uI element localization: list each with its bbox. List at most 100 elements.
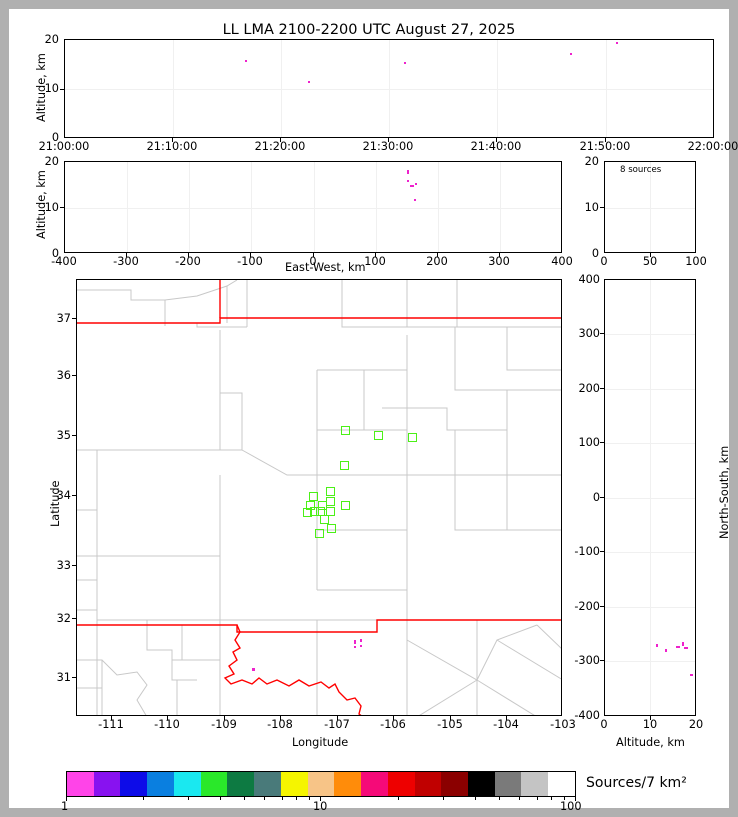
panel-east-west[interactable] — [64, 161, 562, 253]
y-tickmark — [600, 442, 604, 443]
y-tickmark — [72, 565, 76, 566]
gridline — [314, 162, 315, 252]
x-tickmark — [650, 253, 651, 257]
colorbar-segment-14 — [441, 772, 469, 796]
y-tick-label: 33 — [56, 559, 71, 572]
gridline — [605, 552, 695, 553]
source-density-marker — [327, 524, 336, 533]
x-tick-label: -104 — [493, 718, 519, 731]
source-point — [252, 668, 255, 671]
gridline — [605, 443, 695, 444]
colorbar-minor-tickmark — [499, 797, 501, 800]
y-tick-label: 100 — [578, 436, 600, 449]
gridline — [605, 208, 695, 209]
panel-north-south[interactable] — [604, 279, 696, 716]
source-point — [414, 199, 416, 201]
source-point — [354, 646, 356, 648]
x-tickmark — [450, 716, 451, 720]
colorbar-tick-label: 100 — [560, 800, 582, 813]
colorbar-segment-11 — [361, 772, 388, 796]
panel-time-height[interactable] — [64, 39, 714, 138]
x-tick-label: 20 — [688, 718, 704, 731]
y-tickmark — [600, 497, 604, 498]
y-tick-label: 0 — [592, 491, 600, 504]
colorbar-minor-tickmark — [536, 797, 538, 800]
x-tick-label: -103 — [550, 718, 576, 731]
colorbar-segment-16 — [494, 772, 522, 796]
colorbar-minor-tickmark — [281, 797, 283, 800]
colorbar-minor-tickmark — [474, 797, 476, 800]
colorbar-tickmark — [320, 797, 321, 801]
gridline — [65, 208, 561, 209]
x-tickmark — [388, 138, 389, 142]
source-point — [415, 183, 417, 185]
source-point — [245, 60, 247, 62]
source-point — [656, 644, 658, 647]
gridline — [606, 40, 607, 137]
y-tick-label: 35 — [56, 429, 71, 442]
y-tick-label: 400 — [578, 273, 600, 286]
y-tick-label: 0 — [591, 247, 599, 260]
y-tickmark — [600, 606, 604, 607]
panel-east-west-xlabel: East-West, km — [285, 261, 366, 274]
x-tick-label: 22:00:00 — [687, 140, 738, 153]
source-point — [407, 180, 409, 182]
colorbar[interactable] — [66, 771, 576, 797]
colorbar-segment-7 — [254, 772, 281, 796]
colorbar-segment-15 — [468, 772, 495, 796]
colorbar-segment-6 — [227, 772, 255, 796]
colorbar-segment-0 — [67, 772, 94, 796]
y-tickmark — [72, 495, 76, 496]
source-density-marker — [303, 508, 312, 517]
gridline — [500, 162, 501, 252]
source-point — [682, 642, 684, 646]
x-tickmark — [224, 716, 225, 720]
source-density-marker — [309, 492, 318, 501]
x-tick-label: 100 — [685, 255, 707, 268]
gridline — [281, 40, 282, 137]
y-tickmark — [72, 677, 76, 678]
colorbar-tick-label: 10 — [313, 800, 328, 813]
x-tick-label: -300 — [113, 255, 139, 268]
x-tickmark — [337, 716, 338, 720]
source-density-marker — [320, 515, 329, 524]
x-tick-label: -106 — [380, 718, 406, 731]
y-tick-label: 20 — [44, 155, 59, 168]
y-tick-label: 20 — [44, 33, 59, 46]
source-point — [616, 42, 618, 44]
y-tick-label: 300 — [578, 327, 600, 340]
colorbar-tick-label: 1 — [61, 800, 69, 813]
panel-map[interactable] — [76, 279, 562, 716]
map-geography — [77, 280, 561, 715]
source-point — [676, 646, 680, 648]
colorbar-segment-12 — [387, 772, 415, 796]
colorbar-segment-1 — [93, 772, 121, 796]
colorbar-minor-tickmark — [551, 797, 553, 800]
y-tick-label: 37 — [56, 312, 71, 325]
colorbar-tickmark — [66, 797, 67, 801]
x-tick-label: 10 — [642, 718, 658, 731]
y-tick-label: 31 — [56, 671, 71, 684]
colorbar-minor-tickmark — [219, 797, 221, 800]
x-tick-label: -111 — [98, 718, 124, 731]
colorbar-segment-17 — [521, 772, 549, 796]
colorbar-segment-8 — [280, 772, 308, 796]
source-density-marker — [340, 461, 349, 470]
colorbar-tickmark — [575, 797, 576, 801]
x-tick-label: 400 — [551, 255, 573, 268]
x-tick-label: 21:10:00 — [146, 140, 198, 153]
y-tick-label: 32 — [56, 612, 71, 625]
x-tickmark — [280, 138, 281, 142]
source-density-marker — [326, 507, 335, 516]
x-tickmark — [499, 253, 500, 257]
gridline — [605, 607, 695, 608]
source-point — [684, 647, 688, 649]
colorbar-minor-tickmark — [442, 797, 444, 800]
y-tick-label: -100 — [574, 545, 600, 558]
source-point — [690, 674, 693, 676]
panel-altitude-histogram[interactable] — [604, 161, 696, 253]
x-tickmark — [250, 253, 251, 257]
gridline — [127, 162, 128, 252]
x-tick-label: -107 — [324, 718, 350, 731]
x-tick-label: 50 — [642, 255, 658, 268]
